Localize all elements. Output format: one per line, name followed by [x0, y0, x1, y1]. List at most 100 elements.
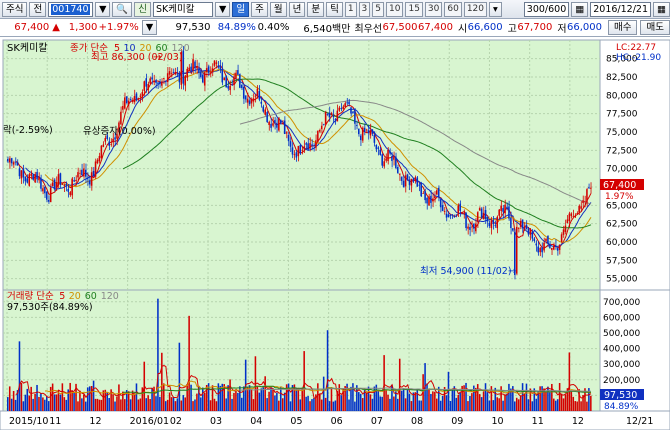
volume-bar — [287, 383, 290, 411]
candle-body — [53, 179, 56, 190]
volume-bar — [342, 389, 344, 411]
chart-type-button[interactable]: ▾ — [489, 1, 502, 17]
candle-body — [295, 152, 298, 158]
sell-button[interactable]: 매도 — [640, 20, 670, 35]
volume-bar — [153, 386, 155, 411]
lc-label: LC:22.77 — [616, 43, 656, 53]
date-field[interactable]: 2016/12/21 — [590, 1, 652, 17]
volume-bar — [453, 386, 456, 411]
price-tick-label: 70,000 — [606, 165, 638, 175]
volume-bar — [235, 390, 237, 411]
interval-15-button[interactable]: 15 — [405, 1, 423, 17]
interval-5-button[interactable]: 5 — [372, 1, 385, 17]
volume-bar — [340, 395, 342, 411]
x-tick-label: 06 — [331, 416, 343, 427]
period-week-button[interactable]: 주 — [251, 1, 268, 17]
volume-bar — [57, 390, 60, 411]
volume-bar — [266, 398, 268, 411]
volume-bar — [92, 380, 95, 411]
candle-body — [153, 80, 155, 82]
candle-body — [535, 243, 537, 246]
volume-bar — [508, 383, 510, 411]
period-day-button[interactable]: 일 — [232, 1, 250, 17]
volume-bar — [22, 401, 25, 411]
stock-name-field[interactable]: SK케미칼 — [152, 1, 213, 17]
volume-bar — [174, 401, 177, 411]
volume-bar — [227, 385, 229, 411]
candle-body — [163, 78, 165, 79]
candle-body — [47, 200, 50, 202]
candle-body — [523, 227, 526, 229]
candle-body — [508, 206, 510, 219]
calendar-icon[interactable]: ▦ — [653, 1, 670, 17]
candle-body — [385, 158, 387, 161]
volume-bar — [184, 397, 186, 411]
volume-bar — [176, 398, 179, 411]
buy-button[interactable]: 매수 — [608, 20, 638, 35]
market-type-button[interactable]: 전 — [29, 1, 47, 17]
period-minute-button[interactable]: 분 — [307, 1, 325, 17]
period-year-button[interactable]: 년 — [288, 1, 306, 17]
candle-body — [86, 177, 89, 180]
volume-bar — [426, 383, 428, 411]
interval-3-button[interactable]: 3 — [358, 1, 371, 17]
candle-body — [297, 145, 300, 157]
stock-chart[interactable]: 85,000 82,500 80,000 77,500 75,000 72,500 70,0… — [0, 37, 670, 430]
candle-body — [428, 196, 430, 206]
grid-icon[interactable]: ▦ — [571, 1, 589, 17]
volume-bar — [168, 392, 171, 411]
volume-bar — [326, 330, 329, 411]
volume-bar — [46, 396, 48, 411]
volume-bar — [200, 397, 202, 411]
volume-bar — [295, 387, 298, 411]
volume-bar — [237, 392, 239, 411]
stock-code-input[interactable]: 001740 — [48, 1, 94, 17]
ma-20-line — [44, 68, 592, 243]
last-volume-label: 97,530 — [604, 390, 637, 401]
candle-body — [371, 129, 374, 134]
candle-body — [356, 124, 358, 126]
volume-bar — [502, 400, 504, 411]
period-tick-button[interactable]: 틱 — [326, 1, 343, 17]
volume-bar — [252, 399, 255, 411]
volume-bar — [291, 385, 294, 411]
volume-bar — [209, 400, 212, 411]
candle-body — [543, 242, 545, 251]
candle-body — [198, 68, 200, 74]
volume-bar — [320, 399, 323, 411]
x-tick-label: 05 — [290, 416, 302, 427]
market-menu-button[interactable]: 주식 — [2, 1, 28, 17]
candle-body — [471, 226, 473, 228]
quote-dropdown-icon[interactable]: ▼ — [141, 20, 158, 35]
candle-body — [539, 247, 541, 253]
volume-bar — [73, 392, 75, 411]
period-month-button[interactable]: 월 — [269, 1, 287, 17]
legend-item: 120 — [101, 291, 119, 302]
interval-1-button[interactable]: 1 — [344, 1, 357, 17]
count-field[interactable]: 300/600 — [523, 1, 570, 17]
search-icon[interactable]: ▼ — [95, 1, 111, 17]
volume-bar — [7, 397, 9, 411]
price-tick-label: 55,000 — [606, 275, 638, 285]
volume-bar — [239, 386, 241, 411]
candle-body — [558, 244, 561, 250]
search-button[interactable]: 🔍 — [112, 1, 133, 17]
interval-30-button[interactable]: 30 — [424, 1, 443, 17]
volume-bar — [475, 387, 477, 411]
volume-bar — [562, 398, 565, 411]
volume-bar — [32, 398, 34, 411]
candle-body — [272, 123, 274, 126]
interval-10-button[interactable]: 10 — [386, 1, 404, 17]
interval-120-button[interactable]: 120 — [463, 1, 488, 17]
volume-bar — [574, 401, 576, 411]
candle-body — [406, 174, 409, 181]
volume-bar — [418, 400, 420, 411]
volume-bar — [498, 398, 500, 411]
volume-bar — [319, 393, 321, 411]
interval-60-button[interactable]: 60 — [444, 1, 462, 17]
candle-body — [36, 171, 38, 180]
name-dropdown-icon[interactable]: ▼ — [215, 1, 231, 17]
volume-bar — [496, 397, 498, 411]
volume-bar — [157, 298, 159, 411]
price-tick-label: 75,000 — [606, 128, 638, 138]
